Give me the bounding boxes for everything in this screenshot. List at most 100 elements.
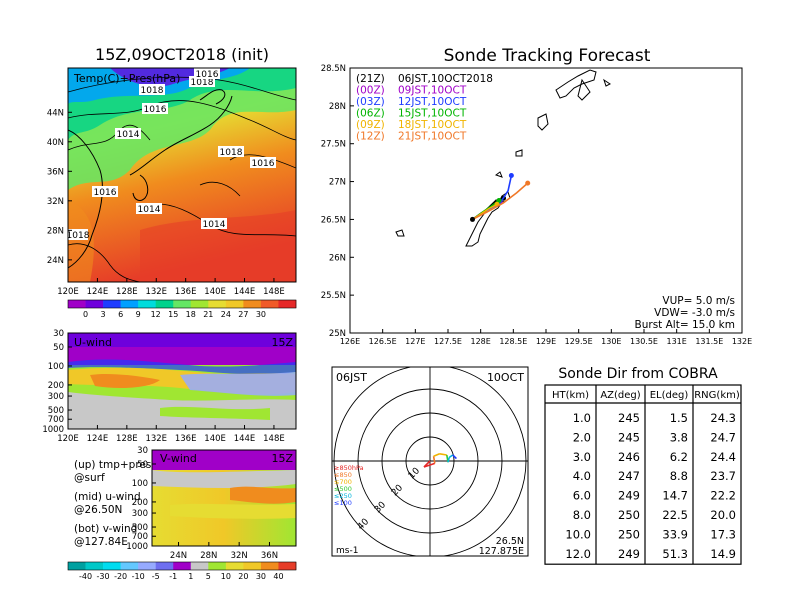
- track-lat-tick-label: 25N: [329, 329, 346, 339]
- map-lon-tick-label: 128E: [116, 287, 138, 297]
- uwind-label: U-wind: [74, 336, 112, 349]
- polar-time: 06JST: [336, 371, 367, 384]
- track-lon-tick-label: 128E: [471, 337, 491, 346]
- hodograph-segment: [452, 454, 457, 460]
- table-cell: 51.3: [662, 547, 688, 561]
- wind-colorbar: -40 -30 -20 -10 -5 -1 1 5 10 20 30 40: [67, 561, 297, 581]
- track-lon-tick-label: 130.5E: [630, 337, 658, 346]
- colorbar-swatch: [103, 300, 121, 308]
- vwind-label: V-wind: [160, 452, 197, 465]
- legend-text: 09JST,10OCT: [398, 85, 467, 97]
- vwind-frame: [151, 449, 297, 547]
- note-line: (bot) v-wind: [74, 523, 137, 535]
- colorbar-tick-label: 20: [238, 572, 248, 581]
- map-title: 15Z,09OCT2018 (init): [95, 45, 269, 64]
- colorbar-swatch: [120, 562, 139, 570]
- table-cell: 6.0: [573, 489, 591, 503]
- colorbar-swatch: [208, 300, 227, 308]
- map-overlay-label: Temp(C)+Pres(hPa): [73, 72, 180, 85]
- track-endpoint-marker: [496, 198, 502, 203]
- colorbar-swatch: [260, 562, 279, 570]
- track-legend: (21Z) 06JST,10OCT2018 (00Z) 09JST,10OCT (03Z…: [356, 73, 493, 143]
- track-lon-tick-label: 132E: [732, 337, 752, 346]
- legend-tag: (00Z): [356, 85, 385, 97]
- table-cell: 23.7: [710, 469, 736, 483]
- colorbar-swatch: [68, 562, 86, 570]
- colorbar-swatch: [208, 562, 227, 570]
- vwind-p-tick-label: 1000: [126, 542, 148, 552]
- table-border: [544, 384, 742, 565]
- isobar-label: 1014: [203, 220, 226, 230]
- uwind-time: 15Z: [271, 336, 293, 349]
- note-line: (mid) u-wind: [74, 491, 141, 503]
- legend-tag: (06Z): [356, 108, 385, 120]
- polar-lon: 127.875E: [479, 546, 524, 557]
- vwind-p-tick-label: 50: [137, 460, 148, 470]
- vwind-lat-tick-label: 32N: [231, 551, 248, 561]
- map-lat-tick-label: 32N: [47, 197, 64, 207]
- sonde-table: HT(km) AZ(deg) EL(deg) RNG(km) 1.0 245 1.5 24.3…: [544, 384, 742, 565]
- track-lon-tick-label: 126E: [340, 337, 360, 346]
- table-cell: 1.5: [670, 411, 688, 425]
- uwind-p-tick-label: 500: [48, 406, 64, 416]
- track-lat-tick-label: 25.5N: [321, 291, 346, 301]
- track-series-line: [472, 182, 529, 221]
- table-cell: 10.0: [565, 527, 591, 541]
- track-lon-tick-label: 128.5E: [499, 337, 527, 346]
- legend-text: 06JST,10OCT2018: [398, 73, 493, 85]
- uwind-p-tick-label: 700: [48, 415, 64, 425]
- uwind-frame: [67, 332, 297, 430]
- colorbar-swatch: [85, 562, 104, 570]
- isobar-label: 1016: [144, 105, 167, 115]
- colorbar-tick-label: 40: [273, 572, 283, 581]
- table-cell: 6.2: [670, 450, 688, 464]
- colorbar-tick-label: -5: [152, 572, 160, 581]
- colorbar-tick-label: 27: [238, 310, 248, 319]
- table-cell: 249: [618, 489, 640, 503]
- launch-marker: [470, 216, 475, 222]
- track-lon-tick-label: 129.5E: [565, 337, 593, 346]
- polar-lat: 26.5N: [496, 536, 524, 547]
- table-cell: 250: [618, 527, 640, 541]
- track-frame: [349, 67, 743, 334]
- colorbar-tick-label: 10: [221, 572, 231, 581]
- table-header-cell: HT(km): [552, 390, 589, 401]
- note-line: @surf: [74, 472, 105, 484]
- colorbar-outline: [67, 561, 297, 571]
- temperature-colorbar: 0 3 6 9 12 15 18 21 24 27 30: [67, 299, 297, 319]
- colorbar-tick-label: 18: [186, 310, 196, 319]
- colorbar-swatch: [138, 562, 156, 570]
- table-cell: 14.7: [662, 489, 688, 503]
- coastline: [515, 149, 523, 157]
- colorbar-swatch: [225, 562, 244, 570]
- track-lat-tick-label: 26N: [329, 253, 346, 263]
- vwind-p-tick-label: 700: [132, 532, 148, 542]
- colorbar-swatch: [225, 300, 244, 308]
- table-cell: 3.8: [670, 430, 688, 444]
- uwind-p-tick-label: 30: [53, 329, 64, 339]
- isobar-label: 1018: [220, 148, 243, 158]
- uwind-p-tick-label: 100: [48, 362, 64, 372]
- track-lat-tick-label: 27.5N: [321, 140, 346, 150]
- colorbar-outline: [67, 299, 297, 309]
- track-endpoint-marker: [525, 180, 531, 186]
- legend-tag: (03Z): [356, 96, 385, 108]
- uwind-p-tick-label: 50: [53, 343, 64, 353]
- map-lat-tick-label: 40N: [47, 138, 64, 148]
- colorbar-tick-label: 21: [203, 310, 213, 319]
- colorbar-tick-label: 30: [256, 572, 266, 581]
- param-line: VDW= -3.0 m/s: [654, 307, 735, 319]
- polar-level-label: ≤850: [334, 471, 352, 479]
- colorbar-swatch: [85, 300, 104, 308]
- map-lon-tick-label: 136E: [175, 287, 197, 297]
- track-lat-tick-label: 26.5N: [321, 215, 346, 225]
- map-lat-ticks: 44N 40N 36N 32N 28N 24N: [47, 108, 72, 266]
- colorbar-tick-label: -30: [97, 572, 110, 581]
- isobar-label: 1018: [67, 231, 90, 241]
- track-lon-tick-label: 129E: [536, 337, 556, 346]
- track-lon-tick-label: 127.5E: [434, 337, 462, 346]
- uwind-lon-tick-label: 136E: [175, 434, 197, 444]
